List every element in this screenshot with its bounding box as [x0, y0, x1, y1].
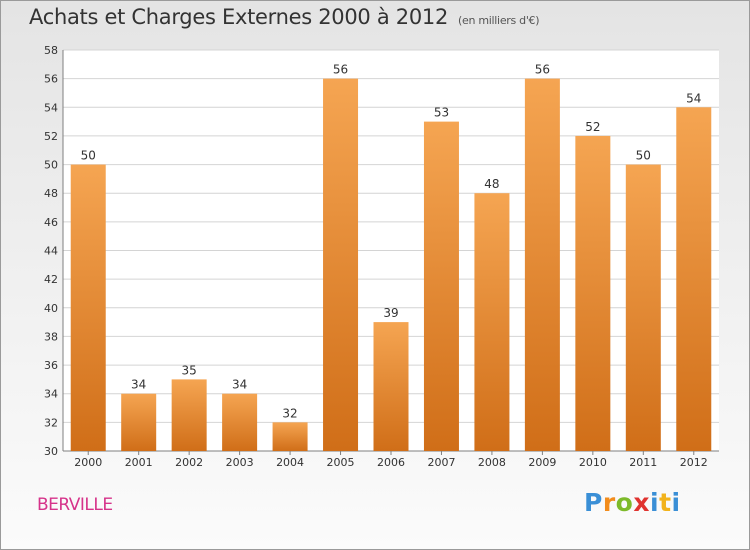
x-tick-label: 2010 [579, 456, 607, 469]
x-tick-label: 2012 [680, 456, 708, 469]
y-tick-label: 38 [44, 330, 58, 343]
y-tick-label: 54 [44, 101, 58, 114]
chart-unit: (en milliers d'€) [458, 14, 540, 27]
x-tick-label: 2009 [528, 456, 556, 469]
y-tick-label: 32 [44, 416, 58, 429]
value-label: 34 [131, 378, 146, 392]
x-tick-label: 2005 [327, 456, 355, 469]
proxiti-logo: Proxiti [584, 488, 681, 517]
value-label: 34 [232, 378, 247, 392]
value-label: 32 [282, 406, 297, 420]
bar [222, 393, 258, 451]
x-tick-label: 2006 [377, 456, 405, 469]
bar [423, 121, 459, 451]
bar [121, 393, 157, 451]
value-label: 52 [585, 120, 600, 134]
x-tick-label: 2001 [125, 456, 153, 469]
x-tick-label: 2008 [478, 456, 506, 469]
y-tick-label: 42 [44, 273, 58, 286]
y-tick-label: 34 [44, 388, 58, 401]
chart-title-text: Achats et Charges Externes 2000 à 2012 [29, 5, 449, 29]
bar [524, 78, 560, 452]
x-tick-label: 2003 [226, 456, 254, 469]
value-label: 39 [383, 306, 398, 320]
bar [676, 107, 712, 452]
chart-title: Achats et Charges Externes 2000 à 2012 (e… [29, 5, 540, 29]
y-tick-label: 36 [44, 359, 58, 372]
value-label: 35 [182, 363, 197, 377]
y-tick-label: 40 [44, 302, 58, 315]
bar [474, 193, 510, 451]
bar [70, 164, 106, 452]
y-tick-label: 58 [44, 44, 58, 57]
bar [625, 164, 661, 452]
bar [323, 78, 359, 452]
value-label: 53 [434, 106, 449, 120]
city-name: BERVILLE [37, 495, 113, 515]
y-tick-label: 52 [44, 130, 58, 143]
bar [373, 322, 409, 451]
y-tick-label: 44 [44, 245, 58, 258]
bar [272, 422, 308, 451]
y-tick-label: 46 [44, 216, 58, 229]
bar [575, 135, 611, 451]
x-tick-label: 2007 [427, 456, 455, 469]
value-label: 48 [484, 177, 499, 191]
x-tick-label: 2000 [74, 456, 102, 469]
x-tick-label: 2002 [175, 456, 203, 469]
y-tick-label: 50 [44, 159, 58, 172]
value-label: 50 [636, 149, 651, 163]
x-tick-label: 2004 [276, 456, 304, 469]
y-tick-label: 30 [44, 445, 58, 458]
x-tick-label: 2011 [629, 456, 657, 469]
value-label: 56 [333, 63, 348, 77]
y-tick-label: 56 [44, 73, 58, 86]
value-label: 56 [535, 63, 550, 77]
value-label: 54 [686, 91, 701, 105]
bar [171, 379, 207, 451]
y-tick-label: 48 [44, 187, 58, 200]
value-label: 50 [81, 149, 96, 163]
